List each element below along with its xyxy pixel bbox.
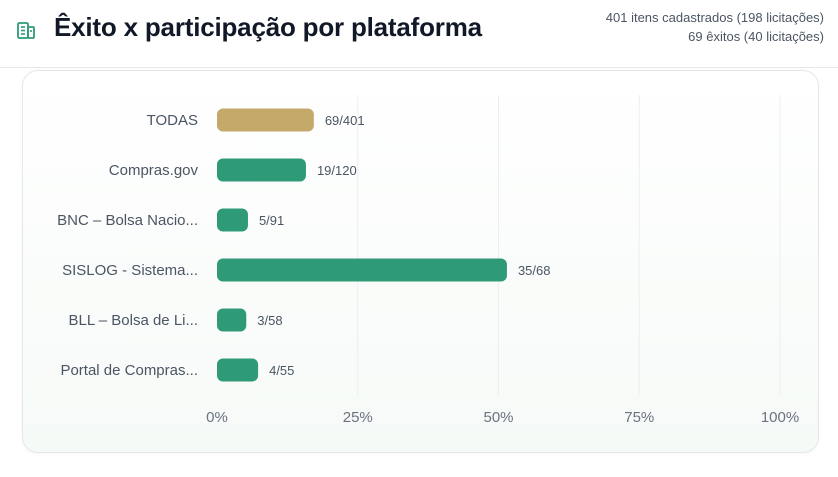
category-label: BLL – Bolsa de Li... <box>68 312 198 329</box>
value-label: 35/68 <box>518 263 551 278</box>
value-label: 3/58 <box>257 313 282 328</box>
category-label: Portal de Compras... <box>60 362 198 379</box>
x-tick-label: 100% <box>761 409 799 426</box>
page-title: Êxito x participação por plataforma <box>54 12 482 42</box>
bar[interactable] <box>217 158 306 182</box>
building-icon <box>17 22 35 39</box>
x-tick-label: 0% <box>206 409 228 426</box>
category-label: Compras.gov <box>109 162 199 179</box>
page-header: Êxito x participação por plataforma 401 … <box>0 0 838 68</box>
category-label: BNC – Bolsa Nacio... <box>57 212 198 229</box>
stats-items-line: 401 itens cadastrados (198 licitações) <box>605 10 824 25</box>
value-label: 4/55 <box>269 363 294 378</box>
bar[interactable] <box>217 258 507 282</box>
category-label: TODAS <box>147 112 198 129</box>
x-tick-label: 25% <box>343 409 373 426</box>
bar[interactable] <box>217 308 247 332</box>
value-label: 5/91 <box>259 213 284 228</box>
x-tick-label: 50% <box>483 409 513 426</box>
category-label: SISLOG - Sistema... <box>62 262 198 279</box>
stats-success-line: 69 êxitos (40 licitações) <box>688 29 824 44</box>
value-label: 69/401 <box>325 113 365 128</box>
value-label: 19/120 <box>317 163 357 178</box>
bar[interactable] <box>217 108 314 132</box>
x-tick-label: 75% <box>624 409 654 426</box>
bar[interactable] <box>217 208 248 232</box>
bar[interactable] <box>217 358 259 382</box>
summary-stats: 401 itens cadastrados (198 licitações) 6… <box>606 8 824 46</box>
